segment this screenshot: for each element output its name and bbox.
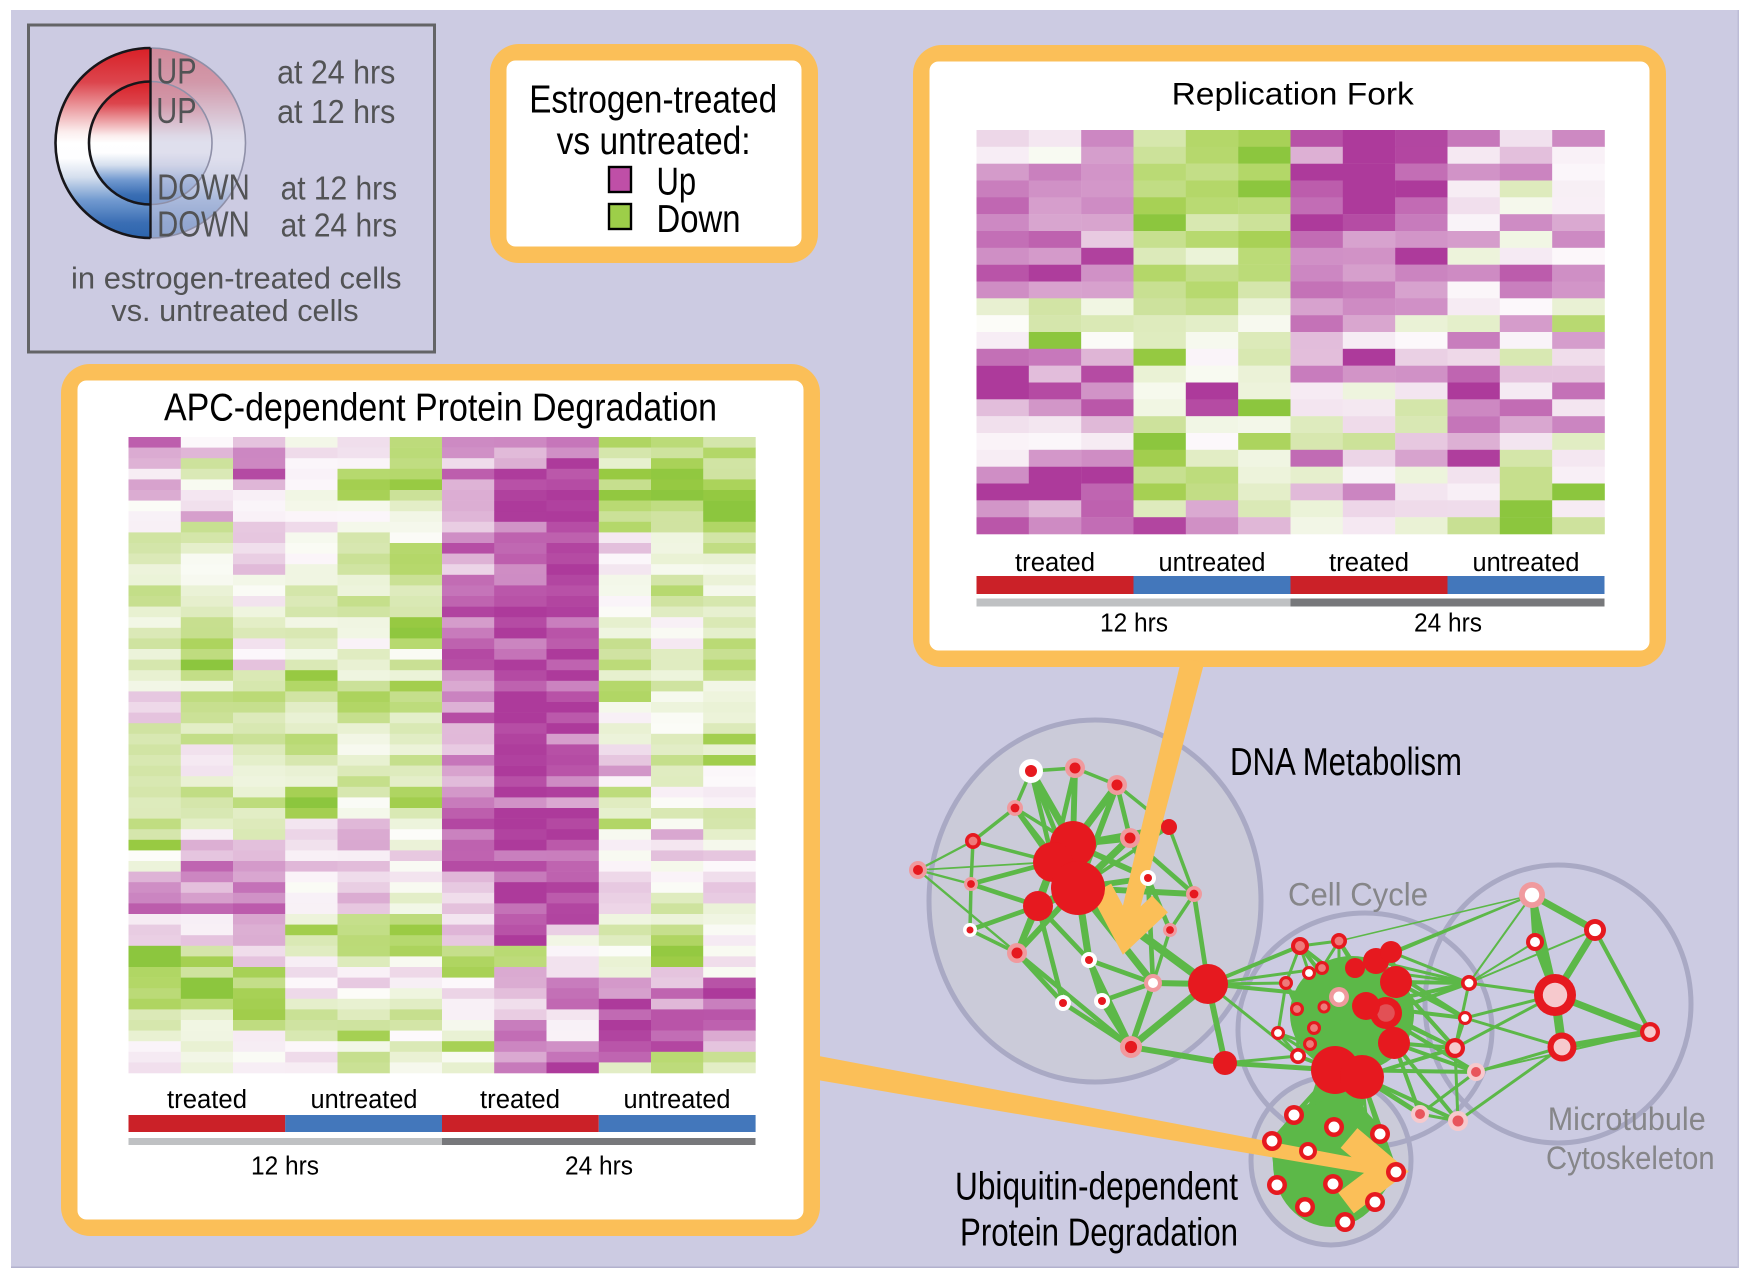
svg-text:Protein Degradation: Protein Degradation xyxy=(960,1211,1238,1254)
svg-text:treated: treated xyxy=(167,1086,247,1114)
svg-text:untreated: untreated xyxy=(624,1086,731,1114)
svg-text:treated: treated xyxy=(1015,549,1095,577)
svg-text:12 hrs: 12 hrs xyxy=(251,1153,319,1181)
svg-text:in estrogen-treated cells: in estrogen-treated cells xyxy=(71,261,402,296)
svg-text:UP: UP xyxy=(156,90,196,131)
svg-text:24 hrs: 24 hrs xyxy=(565,1153,633,1181)
svg-text:Ubiquitin-dependent: Ubiquitin-dependent xyxy=(955,1166,1238,1209)
svg-text:Down: Down xyxy=(657,198,741,241)
svg-text:at 24 hrs: at 24 hrs xyxy=(281,206,398,243)
svg-text:12 hrs: 12 hrs xyxy=(1100,610,1168,638)
svg-text:DOWN: DOWN xyxy=(157,203,250,244)
svg-text:UP: UP xyxy=(156,51,196,92)
svg-text:vs untreated:: vs untreated: xyxy=(557,120,751,163)
svg-text:at 24 hrs: at 24 hrs xyxy=(277,54,395,91)
svg-text:DNA Metabolism: DNA Metabolism xyxy=(1230,741,1462,784)
svg-text:untreated: untreated xyxy=(1159,549,1266,577)
svg-text:Cytoskeleton: Cytoskeleton xyxy=(1546,1140,1715,1176)
svg-text:treated: treated xyxy=(1329,549,1409,577)
svg-text:treated: treated xyxy=(480,1086,560,1114)
svg-text:at 12 hrs: at 12 hrs xyxy=(277,93,395,130)
svg-text:Estrogen-treated: Estrogen-treated xyxy=(529,78,777,121)
svg-text:Replication Fork: Replication Fork xyxy=(1172,77,1415,112)
svg-text:untreated: untreated xyxy=(311,1086,418,1114)
svg-text:vs. untreated cells: vs. untreated cells xyxy=(111,293,358,328)
svg-text:APC-dependent Protein Degradat: APC-dependent Protein Degradation xyxy=(164,387,717,430)
svg-text:Up: Up xyxy=(657,161,697,204)
svg-text:at 12 hrs: at 12 hrs xyxy=(281,169,398,206)
svg-text:untreated: untreated xyxy=(1473,549,1580,577)
svg-text:DOWN: DOWN xyxy=(157,166,250,207)
svg-text:Cell Cycle: Cell Cycle xyxy=(1288,877,1428,913)
svg-text:24 hrs: 24 hrs xyxy=(1414,610,1482,638)
svg-text:Microtubule: Microtubule xyxy=(1548,1101,1706,1137)
